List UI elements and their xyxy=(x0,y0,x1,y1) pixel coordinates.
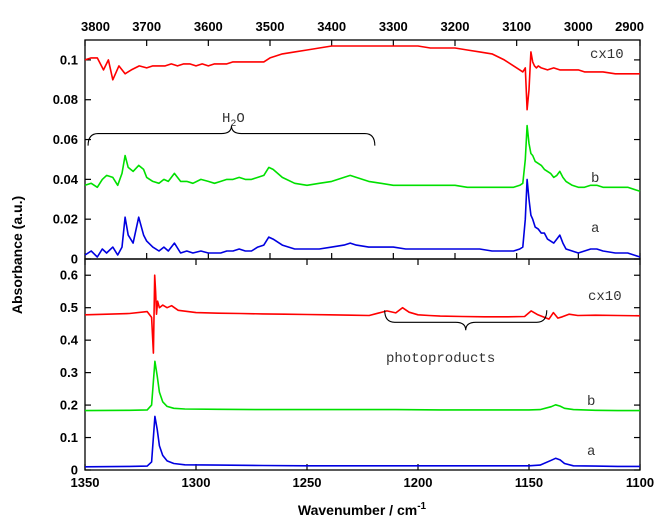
annotation-braces xyxy=(87,125,548,331)
axis-ticks: 0 0.02 0.04 0.06 0.08 0.1 3800 3700 3600 3500 3400… xyxy=(53,19,654,490)
bottom-x-tick-label: 1200 xyxy=(404,475,433,490)
top-series-line-b xyxy=(84,124,641,193)
top-y-tick-label: 0.04 xyxy=(53,172,79,187)
top-series-line-a xyxy=(84,178,641,258)
bottom-y-tick-label: 0.3 xyxy=(60,365,78,380)
bottom-x-tick-label: 1100 xyxy=(626,475,654,490)
data-series xyxy=(84,45,641,468)
top-y-tick-label: 0.1 xyxy=(60,52,78,67)
bottom-panel-frame xyxy=(84,258,641,471)
bottom-x-tick-label: 1150 xyxy=(515,475,543,490)
x-axis-title: Wavenumber / cm-1 xyxy=(298,501,427,518)
bottom-x-tick-label: 1350 xyxy=(71,475,100,490)
top-x-tick-label: 3500 xyxy=(256,19,285,34)
h2o-annotation: H2O xyxy=(222,111,245,130)
bottom-series-label-b: b xyxy=(587,394,595,410)
top-x-tick-label: 3300 xyxy=(379,19,408,34)
top-y-tick-label: 0.08 xyxy=(53,92,78,107)
bottom-y-tick-label: 0.2 xyxy=(60,398,78,413)
top-series-label-b: b xyxy=(591,171,599,187)
top-x-tick-label: 3800 xyxy=(81,19,110,34)
top-series-label-cx10: cx10 xyxy=(590,47,624,63)
bottom-series-line-b xyxy=(84,360,640,412)
top-series-line-cx10 xyxy=(84,45,640,111)
top-x-tick-label: 3700 xyxy=(132,19,161,34)
bottom-x-tick-label: 1300 xyxy=(182,475,211,490)
top-brace xyxy=(87,125,376,146)
bottom-y-tick-label: 0 xyxy=(71,463,78,478)
bottom-y-tick-label: 0.6 xyxy=(60,268,78,283)
bottom-y-tick-label: 0.5 xyxy=(60,300,78,315)
top-x-tick-label: 2900 xyxy=(615,19,644,34)
bottom-brace xyxy=(384,310,548,331)
top-y-tick-label: 0.02 xyxy=(53,212,78,227)
top-y-tick-label: 0 xyxy=(71,252,78,267)
bottom-y-tick-label: 0.4 xyxy=(60,333,79,348)
bottom-x-tick-label: 1250 xyxy=(293,475,322,490)
top-x-tick-label: 3200 xyxy=(441,19,470,34)
top-series-label-a: a xyxy=(591,221,599,237)
top-x-tick-label: 3400 xyxy=(317,19,346,34)
bottom-y-tick-label: 0.1 xyxy=(60,430,78,445)
top-x-tick-label: 3600 xyxy=(194,19,223,34)
top-y-tick-label: 0.06 xyxy=(53,132,78,147)
photoproducts-annotation: photoproducts xyxy=(386,351,495,367)
bottom-series-label-a: a xyxy=(587,444,595,460)
top-x-tick-label: 3100 xyxy=(502,19,531,34)
top-panel-frame xyxy=(84,39,641,260)
top-x-tick-label: 3000 xyxy=(564,19,593,34)
bottom-series-line-cx10 xyxy=(84,274,641,354)
bottom-series-label-cx10: cx10 xyxy=(588,289,622,305)
bottom-series-line-a xyxy=(84,415,640,468)
y-axis-title: Absorbance (a.u.) xyxy=(9,196,25,314)
